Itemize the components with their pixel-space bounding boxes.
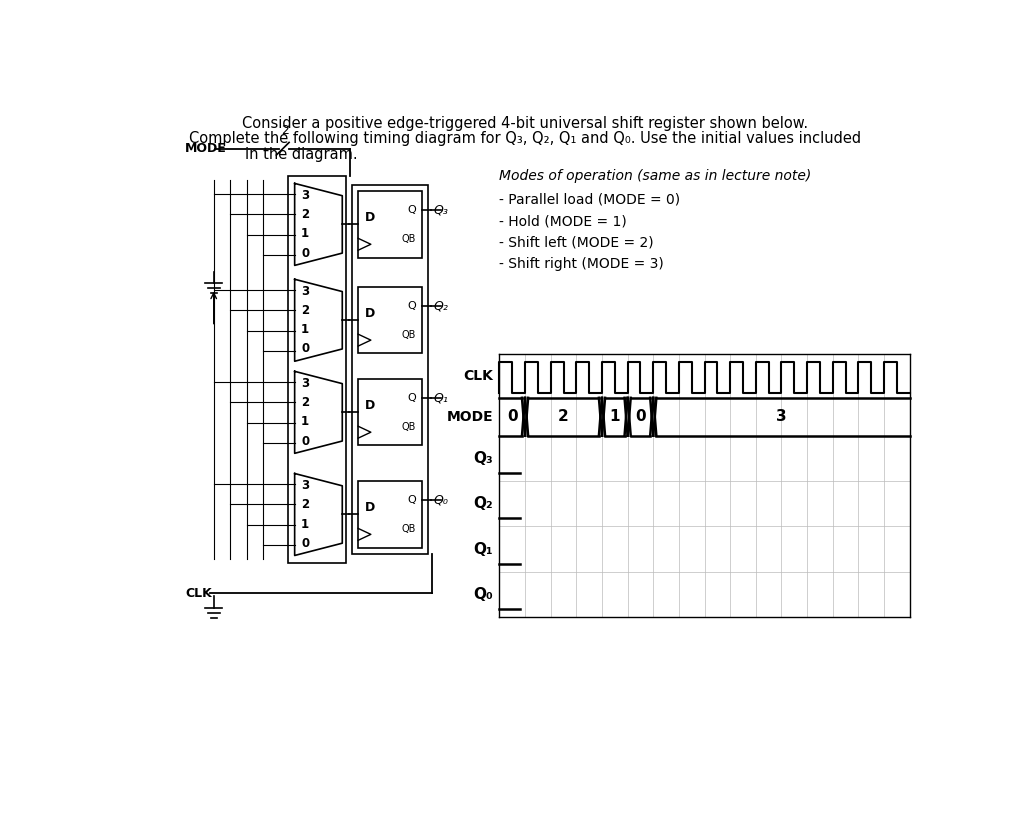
Text: QB: QB xyxy=(401,234,416,244)
Text: Q₃: Q₃ xyxy=(473,451,494,466)
Text: 0: 0 xyxy=(635,410,646,424)
Text: Complete the following timing diagram for Q₃, Q₂, Q₁ and Q₀. Use the initial val: Complete the following timing diagram fo… xyxy=(188,131,861,146)
Bar xyxy=(358,192,422,257)
Text: Q₃: Q₃ xyxy=(433,203,449,216)
Text: MODE: MODE xyxy=(185,143,227,156)
Text: 1: 1 xyxy=(301,228,309,241)
Text: Consider a positive edge-triggered 4-bit universal shift register shown below.: Consider a positive edge-triggered 4-bit… xyxy=(242,116,808,131)
Text: Q: Q xyxy=(408,301,416,310)
Text: 2: 2 xyxy=(301,499,309,511)
Text: 3: 3 xyxy=(301,189,309,202)
Text: Q₂: Q₂ xyxy=(433,299,449,312)
Text: 0: 0 xyxy=(301,536,309,550)
Text: 0: 0 xyxy=(301,247,309,260)
Text: - Hold (MODE = 1): - Hold (MODE = 1) xyxy=(500,215,627,229)
Text: 2: 2 xyxy=(282,124,289,138)
Text: CLK: CLK xyxy=(185,587,212,600)
Bar xyxy=(358,482,422,548)
Text: 3: 3 xyxy=(776,410,786,424)
Text: - Parallel load (MODE = 0): - Parallel load (MODE = 0) xyxy=(500,193,681,207)
Text: 1: 1 xyxy=(301,518,309,531)
Text: CLK: CLK xyxy=(463,369,494,382)
Text: Q: Q xyxy=(408,393,416,403)
Text: 2: 2 xyxy=(558,410,569,424)
Text: 3: 3 xyxy=(301,377,309,390)
Text: 3: 3 xyxy=(301,479,309,492)
Text: 0: 0 xyxy=(301,342,309,355)
Text: Q₀: Q₀ xyxy=(473,587,494,602)
Text: 2: 2 xyxy=(301,396,309,410)
Bar xyxy=(289,176,346,563)
Text: Q₁: Q₁ xyxy=(473,541,494,557)
Text: - Shift right (MODE = 3): - Shift right (MODE = 3) xyxy=(500,257,665,271)
Text: D: D xyxy=(365,211,375,224)
Text: Q: Q xyxy=(408,495,416,505)
Text: Q₂: Q₂ xyxy=(473,496,494,511)
Text: D: D xyxy=(365,399,375,412)
Bar xyxy=(352,185,428,554)
Text: Q₀: Q₀ xyxy=(433,493,449,506)
Text: 2: 2 xyxy=(301,208,309,221)
Text: MODE: MODE xyxy=(446,410,494,423)
Text: Q: Q xyxy=(408,205,416,215)
Text: - Shift left (MODE = 2): - Shift left (MODE = 2) xyxy=(500,236,654,250)
Text: D: D xyxy=(365,501,375,514)
Text: D: D xyxy=(365,307,375,320)
Text: 1: 1 xyxy=(301,324,309,337)
Text: QB: QB xyxy=(401,422,416,432)
Text: QB: QB xyxy=(401,330,416,340)
Text: in the diagram.: in the diagram. xyxy=(246,147,358,162)
Text: Modes of operation (same as in lecture note): Modes of operation (same as in lecture n… xyxy=(500,169,812,183)
Text: 0: 0 xyxy=(301,435,309,447)
Text: 0: 0 xyxy=(507,410,517,424)
Bar xyxy=(358,379,422,446)
Bar xyxy=(358,287,422,353)
Text: 1: 1 xyxy=(609,410,621,424)
Text: 2: 2 xyxy=(301,304,309,317)
Text: Q₁: Q₁ xyxy=(433,391,449,405)
Text: 1: 1 xyxy=(301,415,309,428)
Text: 3: 3 xyxy=(301,285,309,298)
Text: QB: QB xyxy=(401,524,416,534)
